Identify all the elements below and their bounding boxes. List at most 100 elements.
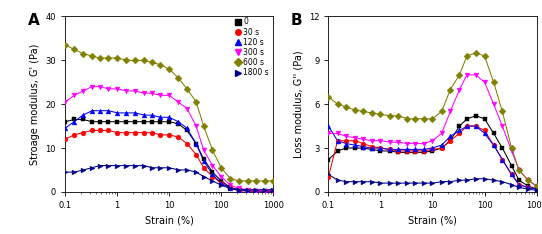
300 s: [343, 135, 350, 138]
120 s: [132, 111, 138, 114]
30 s: [218, 182, 224, 184]
30 s: [80, 131, 86, 134]
30 s: [261, 190, 268, 192]
0: [359, 146, 366, 149]
30 s: [491, 144, 497, 146]
Line: 30 s: 30 s: [63, 128, 276, 194]
0: [175, 122, 182, 125]
300 s: [157, 94, 164, 97]
1800 s: [395, 182, 402, 184]
0: [386, 150, 393, 152]
120 s: [157, 116, 164, 119]
1800 s: [352, 180, 359, 183]
Line: 120 s: 120 s: [326, 124, 539, 191]
0: [395, 151, 402, 154]
600 s: [245, 179, 251, 182]
0: [499, 146, 506, 149]
30 s: [184, 142, 190, 145]
600 s: [429, 117, 436, 120]
120 s: [71, 120, 78, 123]
30 s: [141, 131, 147, 134]
30 s: [105, 129, 112, 132]
120 s: [377, 146, 384, 149]
1800 s: [157, 166, 164, 169]
30 s: [473, 125, 479, 128]
0: [334, 150, 341, 152]
30 s: [464, 125, 470, 128]
300 s: [481, 81, 488, 84]
30 s: [481, 129, 488, 132]
1800 s: [525, 187, 531, 190]
0: [245, 189, 251, 192]
120 s: [201, 160, 207, 163]
300 s: [80, 90, 86, 92]
30 s: [456, 132, 463, 135]
1800 s: [369, 180, 375, 183]
120 s: [525, 186, 531, 189]
120 s: [80, 114, 86, 117]
30 s: [352, 139, 359, 142]
0: [352, 146, 359, 149]
600 s: [491, 81, 497, 84]
600 s: [377, 113, 384, 116]
600 s: [157, 63, 164, 66]
600 s: [227, 177, 234, 180]
0: [80, 118, 86, 121]
600 s: [473, 51, 479, 54]
600 s: [166, 68, 172, 70]
1800 s: [386, 182, 393, 184]
600 s: [253, 179, 259, 182]
300 s: [325, 132, 332, 135]
600 s: [123, 59, 130, 62]
600 s: [343, 106, 350, 108]
1800 s: [201, 175, 207, 178]
30 s: [369, 145, 375, 148]
0: [236, 188, 242, 191]
120 s: [359, 145, 366, 148]
30 s: [421, 150, 427, 152]
1800 s: [481, 177, 488, 180]
30 s: [270, 190, 276, 192]
0: [166, 120, 172, 123]
120 s: [508, 173, 515, 176]
1800 s: [96, 164, 103, 167]
600 s: [404, 117, 411, 120]
300 s: [464, 73, 470, 76]
120 s: [261, 190, 268, 192]
120 s: [325, 125, 332, 128]
300 s: [359, 138, 366, 141]
1800 s: [80, 168, 86, 171]
300 s: [105, 87, 112, 90]
300 s: [270, 189, 276, 192]
120 s: [236, 189, 242, 192]
1800 s: [343, 180, 350, 183]
120 s: [412, 148, 418, 151]
1800 s: [218, 184, 224, 187]
600 s: [525, 179, 531, 182]
1800 s: [114, 164, 120, 167]
600 s: [395, 114, 402, 117]
0: [218, 179, 224, 182]
30 s: [114, 131, 120, 134]
120 s: [334, 139, 341, 142]
0: [71, 118, 78, 121]
600 s: [193, 101, 199, 103]
1800 s: [438, 180, 445, 183]
1800 s: [404, 182, 411, 184]
0: [193, 142, 199, 145]
1800 s: [533, 189, 540, 192]
30 s: [404, 150, 411, 152]
600 s: [421, 117, 427, 120]
0: [132, 120, 138, 123]
600 s: [352, 109, 359, 111]
30 s: [193, 153, 199, 156]
120 s: [352, 144, 359, 146]
1800 s: [491, 179, 497, 182]
300 s: [96, 85, 103, 88]
1800 s: [89, 166, 95, 169]
1800 s: [245, 188, 251, 191]
1800 s: [359, 180, 366, 183]
300 s: [525, 179, 531, 182]
0: [429, 150, 436, 152]
300 s: [533, 185, 540, 187]
